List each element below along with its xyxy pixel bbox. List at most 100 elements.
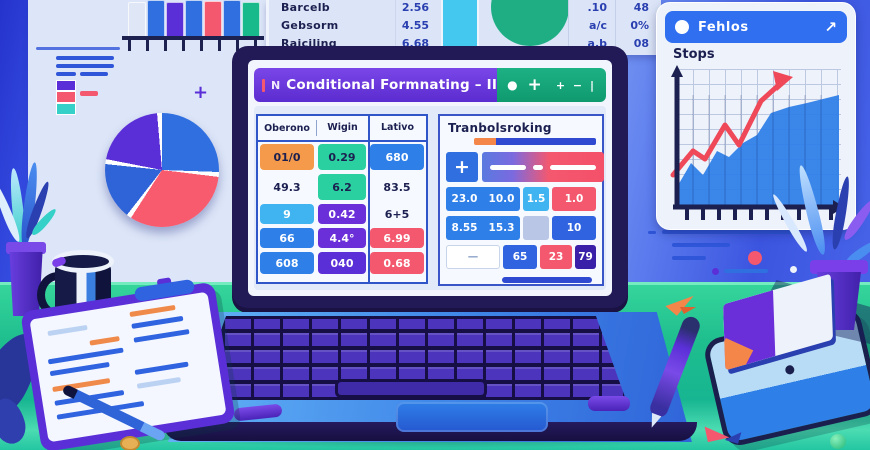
- laptop-keyboard: [196, 316, 626, 400]
- doc-line: [134, 361, 189, 375]
- doc-line: [47, 324, 88, 337]
- table-cell[interactable]: 0.68: [370, 252, 424, 274]
- highlighted-column: [441, 0, 479, 55]
- panel-cell[interactable]: 1.5: [523, 187, 549, 211]
- formatting-panel: Tranbolsroking + 23.0 10.0: [438, 114, 604, 286]
- panel-cell[interactable]: 1.0: [552, 187, 596, 211]
- panel-progress-bar: [474, 138, 596, 145]
- doc-line: [136, 376, 181, 389]
- table-column-divider: [368, 116, 370, 282]
- add-rule-button[interactable]: +: [446, 152, 478, 182]
- axis-tick: [200, 40, 203, 51]
- mini-bar: [166, 2, 184, 38]
- phone-camera-dot: [784, 364, 796, 376]
- legend-swatch-red: [56, 91, 76, 103]
- trackpad: [396, 402, 548, 432]
- panel-cell[interactable]: 8.55 15.3: [446, 216, 520, 240]
- chart-canvas: [670, 65, 844, 220]
- doc-line: [89, 336, 120, 346]
- legend-swatch-purple: [56, 80, 76, 91]
- panel-cell[interactable]: 65: [503, 245, 537, 269]
- panel-title: Tranbolsroking: [448, 121, 552, 135]
- board-value: a/c: [589, 19, 607, 32]
- add-icon[interactable]: +: [527, 75, 542, 95]
- table-cell[interactable]: 9: [260, 204, 314, 224]
- line-chart: [667, 65, 845, 225]
- board-value: 48: [633, 1, 649, 14]
- table-row: 608 040 0.68: [258, 250, 426, 276]
- panel-value-row: — 65 23 79: [446, 245, 596, 269]
- color-scale-bar[interactable]: [482, 152, 604, 182]
- purple-dot-decoration: [712, 268, 719, 275]
- table-cell[interactable]: 0.29: [318, 144, 366, 170]
- poster-header: Fehlos ↗: [665, 11, 847, 43]
- coin-decoration: [120, 436, 140, 450]
- panel-cell[interactable]: 79: [575, 245, 596, 269]
- wall-text-line: [672, 243, 730, 247]
- window-title: Conditional Formnating – II: [286, 77, 498, 93]
- app-titlebar: N Conditional Formnating – II ● + + − |: [254, 68, 606, 102]
- blue-area-series: [677, 95, 839, 207]
- panel-cell[interactable]: 10: [552, 216, 596, 240]
- scale-dash: [490, 164, 526, 170]
- y-axis-arrow: [671, 65, 683, 77]
- table-cell[interactable]: 6.2: [318, 174, 366, 200]
- column-divider: [615, 0, 616, 55]
- column-divider: [395, 0, 396, 55]
- board-row-label: Barcelb: [281, 1, 330, 14]
- wall-poster-data-board: Barcelb Gebsorm Raiciling 2.56 4.55 6.68…: [266, 0, 661, 55]
- plant-pot-rim: [810, 260, 868, 274]
- doc-line: [131, 315, 184, 329]
- table-cell[interactable]: 4.4°: [318, 228, 366, 248]
- table-cell[interactable]: 49.3: [273, 180, 301, 194]
- spreadsheet-table: Oberono Wigin Lativo 01/0 0.29 680 49.3 …: [256, 114, 428, 284]
- table-cell[interactable]: 01/0: [260, 144, 314, 170]
- table-cell[interactable]: 66: [260, 228, 314, 248]
- panel-cell[interactable]: 23.0 10.0: [446, 187, 520, 211]
- table-cell[interactable]: 608: [260, 252, 314, 274]
- table-header-row: Oberono Wigin Lativo: [258, 116, 426, 142]
- column-header[interactable]: Oberono: [264, 122, 310, 134]
- laptop-hinge: [276, 305, 576, 314]
- column-header[interactable]: Wigin: [316, 119, 368, 137]
- doc-line: [47, 347, 124, 365]
- green-circle-chart: [491, 0, 569, 46]
- table-cell[interactable]: 0.42: [318, 204, 366, 224]
- axis-tick: [254, 40, 257, 51]
- trend-arrowhead: [773, 71, 793, 91]
- window-controls-icons[interactable]: + − |: [555, 78, 596, 92]
- table-cell[interactable]: 6+5: [384, 207, 410, 221]
- laptop-screen: N Conditional Formnating – II ● + + − | …: [248, 60, 612, 296]
- table-cell[interactable]: 680: [370, 144, 424, 170]
- mini-bar: [128, 2, 146, 38]
- board-value: 2.56: [401, 1, 429, 14]
- board-value: 0%: [630, 19, 649, 32]
- laptop-screen-bezel: N Conditional Formnating – II ● + + − | …: [232, 46, 628, 308]
- board-value: 08: [633, 37, 649, 50]
- doc-line: [133, 329, 190, 343]
- table-cell[interactable]: 83.5: [383, 180, 411, 194]
- scale-dash: [550, 164, 596, 170]
- panel-cell[interactable]: [523, 216, 549, 240]
- deck-button-right: [588, 396, 630, 411]
- panel-cell[interactable]: 23: [540, 245, 572, 269]
- table-row: 01/0 0.29 680: [258, 142, 426, 172]
- axis-tick: [182, 40, 185, 51]
- column-header[interactable]: Lativo: [368, 119, 426, 137]
- app-logo: N: [271, 78, 281, 92]
- mini-bar-axis: [122, 36, 264, 40]
- record-circle-icon[interactable]: ●: [507, 78, 518, 92]
- panel-value-row: 8.55 15.3 10: [446, 216, 596, 240]
- text-line: [56, 72, 76, 76]
- plant-pot: [9, 252, 43, 316]
- table-cell[interactable]: 6.99: [370, 228, 424, 248]
- scale-dash: [533, 164, 543, 170]
- panel-cell[interactable]: —: [446, 245, 500, 269]
- mini-bar: [204, 1, 222, 38]
- pie-chart: [105, 113, 219, 227]
- axis-tick: [128, 40, 131, 51]
- table-row: 49.3 6.2 83.5: [258, 172, 426, 202]
- table-cell[interactable]: 040: [318, 252, 366, 274]
- wall-text-line: [662, 230, 796, 234]
- white-dot-decoration: [790, 266, 797, 273]
